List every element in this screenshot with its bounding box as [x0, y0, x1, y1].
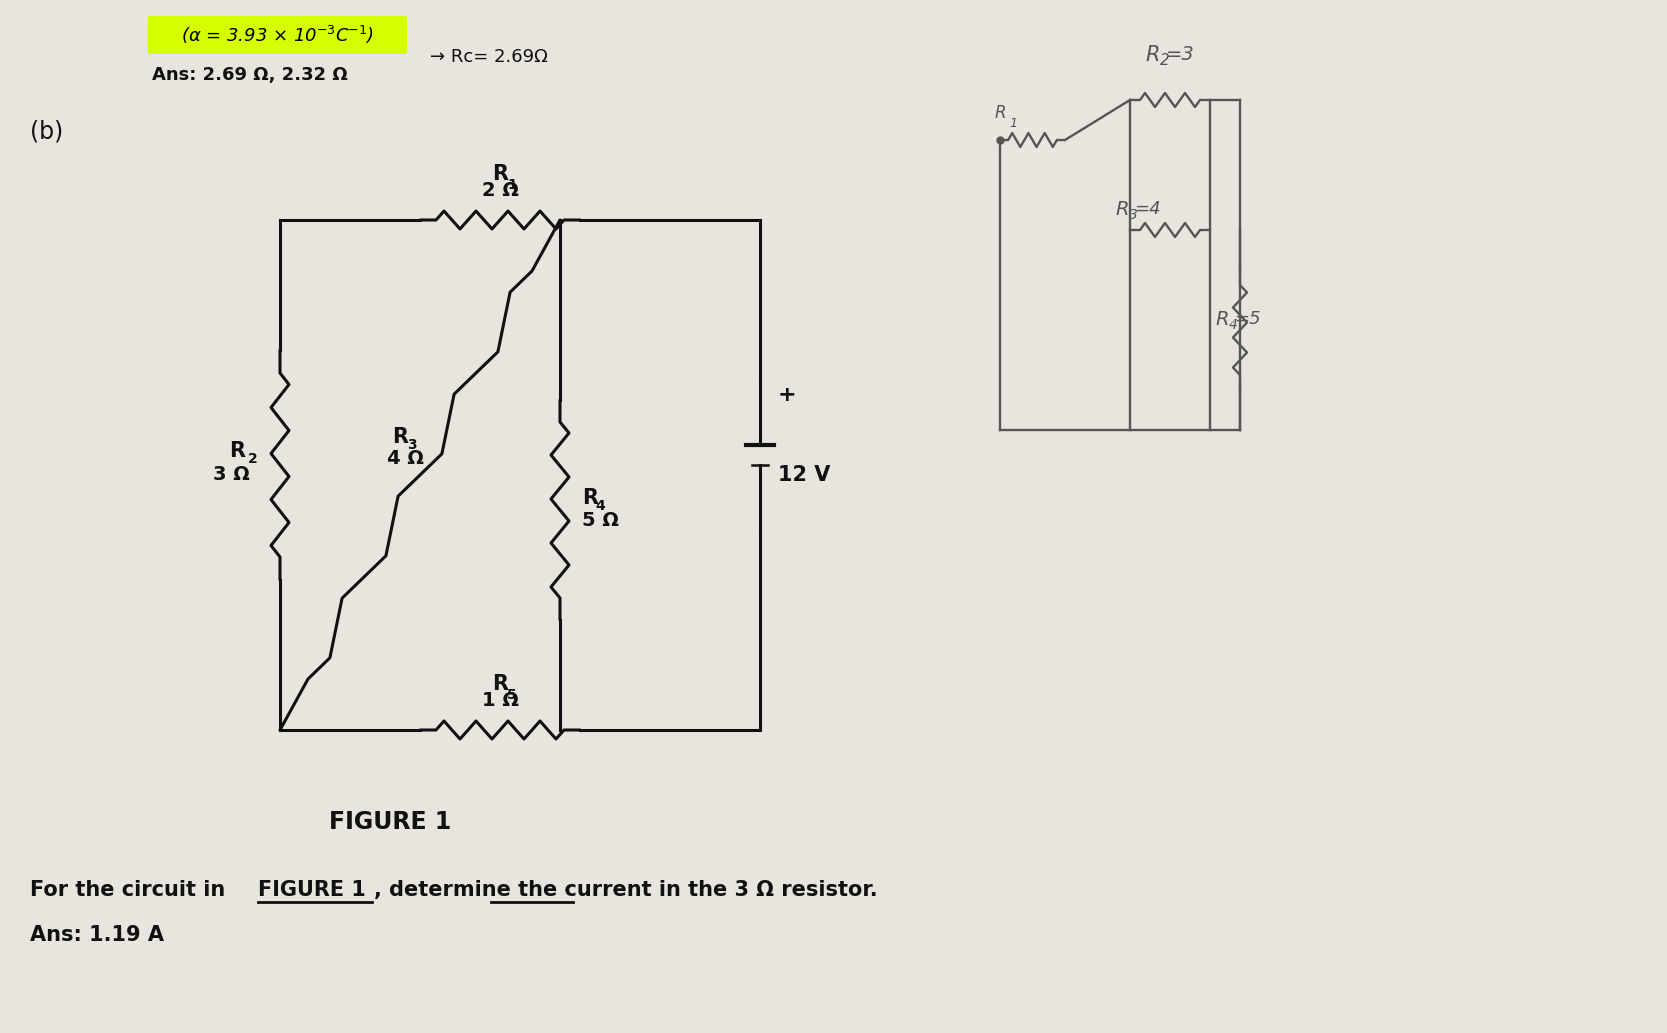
Text: → Rc= 2.69Ω: → Rc= 2.69Ω	[430, 48, 548, 66]
Text: 12 V: 12 V	[778, 465, 830, 486]
Text: 3: 3	[407, 438, 417, 452]
Text: =4: =4	[1134, 200, 1160, 218]
Text: 2: 2	[248, 452, 258, 466]
Text: R: R	[1215, 310, 1229, 328]
Text: +: +	[778, 385, 797, 405]
Text: R: R	[1145, 45, 1160, 65]
Text: 3: 3	[1129, 208, 1139, 222]
Text: =5: =5	[1234, 310, 1260, 328]
Text: (b): (b)	[30, 120, 63, 144]
Text: R: R	[492, 164, 508, 184]
Text: 1: 1	[1009, 117, 1017, 130]
Text: 2: 2	[1160, 53, 1170, 68]
FancyBboxPatch shape	[148, 15, 407, 54]
Text: , determine the current in the 3 Ω resistor.: , determine the current in the 3 Ω resis…	[373, 880, 877, 900]
Text: 4: 4	[1229, 318, 1239, 332]
Text: R: R	[492, 674, 508, 694]
Text: FIGURE 1: FIGURE 1	[258, 880, 365, 900]
Text: =3: =3	[1165, 45, 1195, 64]
Text: R: R	[582, 488, 598, 508]
Text: R: R	[1115, 200, 1129, 219]
Text: For the circuit in: For the circuit in	[30, 880, 232, 900]
Text: 1: 1	[507, 178, 517, 192]
Text: Ans: 2.69 Ω, 2.32 Ω: Ans: 2.69 Ω, 2.32 Ω	[152, 66, 348, 84]
Text: R: R	[995, 104, 1007, 122]
Text: 3 Ω: 3 Ω	[213, 466, 250, 484]
Text: 5: 5	[507, 688, 517, 702]
Text: 1 Ω: 1 Ω	[482, 691, 518, 710]
Text: 4 Ω: 4 Ω	[387, 449, 423, 469]
Text: R: R	[392, 427, 408, 447]
Text: R: R	[228, 441, 245, 461]
Text: 5 Ω: 5 Ω	[582, 510, 618, 530]
Text: 4: 4	[595, 499, 605, 513]
Text: FIGURE 1: FIGURE 1	[328, 810, 452, 834]
Text: ($\alpha$ = 3.93 $\times$ 10$^{-3}$C$^{-1}$): ($\alpha$ = 3.93 $\times$ 10$^{-3}$C$^{-…	[182, 24, 373, 46]
Text: 2 Ω: 2 Ω	[482, 181, 518, 200]
Text: Ans: 1.19 A: Ans: 1.19 A	[30, 925, 163, 945]
